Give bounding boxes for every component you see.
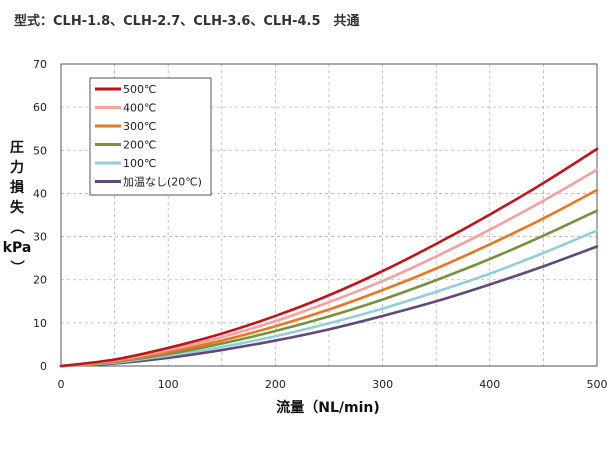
series-line — [59, 229, 599, 368]
y-tick-label: 40 — [33, 187, 47, 200]
series-line — [59, 188, 599, 368]
y-axis-title-char: 損 — [10, 179, 25, 196]
y-tick-label: 70 — [33, 58, 47, 71]
y-axis-title-char: ） — [8, 260, 24, 274]
y-axis-title-char: 圧 — [10, 140, 24, 156]
legend-label: 400℃ — [123, 102, 156, 115]
series-lines — [59, 147, 599, 368]
x-tick-label: 400 — [479, 378, 500, 391]
series-line — [59, 168, 599, 368]
y-tick-label: 10 — [33, 317, 47, 330]
x-tick-label: 0 — [58, 378, 65, 391]
legend-label: 加温なし(20℃) — [123, 176, 202, 189]
x-tick-label: 300 — [372, 378, 393, 391]
y-axis-title-char: 失 — [10, 199, 25, 216]
y-tick-label: 60 — [33, 101, 47, 114]
y-tick-label: 0 — [40, 360, 47, 373]
x-axis-title: 流量（NL/min) — [276, 399, 380, 416]
y-tick-label: 50 — [33, 144, 47, 157]
series-line — [59, 245, 599, 368]
legend-label: 300℃ — [123, 120, 156, 133]
x-tick-label: 200 — [265, 378, 286, 391]
y-tick-label: 20 — [33, 274, 47, 287]
y-axis-title-char: kPa — [3, 240, 32, 256]
y-tick-label: 30 — [33, 231, 47, 244]
y-axis-title-char: （ — [8, 220, 24, 234]
legend: 500℃ 400℃ 300℃ 200℃ 100℃ 加温なし(20℃) — [89, 77, 212, 196]
plot-frame — [60, 63, 598, 367]
x-tick-label: 100 — [158, 378, 179, 391]
series-line — [59, 147, 599, 368]
y-axis-title-char: 力 — [10, 159, 24, 176]
series-line — [59, 209, 599, 368]
x-tick-label: 500 — [587, 378, 608, 391]
legend-label: 100℃ — [123, 157, 156, 170]
legend-label: 500℃ — [123, 83, 156, 96]
x-tick-labels: 0 100 200 300 400 500 — [58, 378, 608, 391]
legend-box — [89, 77, 212, 196]
y-tick-labels: 0 10 20 30 40 50 60 70 — [33, 58, 47, 373]
chart-header-title: 型式：CLH-1.8、CLH-2.7、CLH-3.6、CLH-4.5 共通 — [14, 14, 360, 29]
legend-label: 200℃ — [123, 139, 156, 152]
